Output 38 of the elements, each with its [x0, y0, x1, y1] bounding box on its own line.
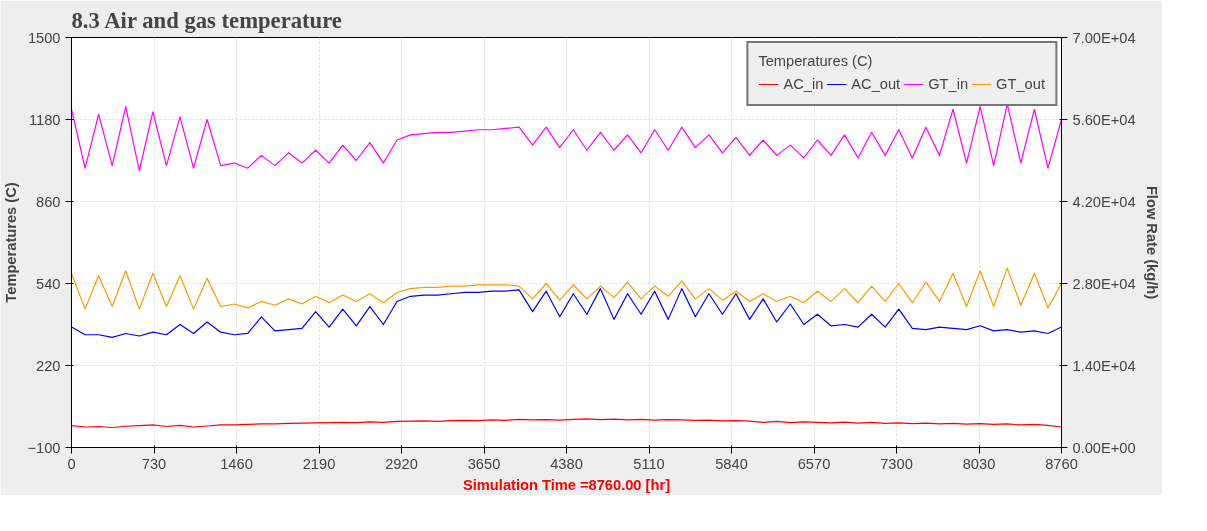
y-tick-label: −100 [27, 439, 61, 456]
x-tick-label: 6570 [797, 455, 831, 472]
x-tick-label: 5840 [715, 455, 748, 472]
x-tick-label: 1460 [220, 455, 253, 472]
x-tick-label: 8030 [962, 455, 996, 472]
y2-tick-label: 1.40E+04 [1072, 357, 1136, 374]
x-tick-label: 7300 [880, 455, 913, 472]
legend-title: Temperatures (C) [758, 53, 874, 69]
y2-tick-label: 0.00E+00 [1072, 439, 1136, 456]
y2-axis-title: Flow Rate (kg/h) [1143, 185, 1160, 300]
x-tick-label: 730 [141, 455, 167, 472]
line-series [71, 418, 1062, 429]
line-series [71, 267, 1062, 310]
y-tick-label: 220 [36, 357, 61, 374]
legend-label: AC_in [783, 76, 824, 92]
y2-tick-label: 7.00E+04 [1072, 29, 1136, 46]
y-tick-label: 860 [36, 193, 61, 210]
y2-tick-label: 4.20E+04 [1072, 193, 1136, 210]
y-tick-label: 1500 [27, 29, 61, 46]
x-tick-label: 3650 [467, 455, 501, 472]
y-tick-label: 1180 [28, 111, 61, 128]
y-axis-title: Temperatures (C) [3, 182, 20, 303]
chart-title: 8.3 Air and gas temperature [71, 7, 342, 33]
x-tick-label: 2190 [302, 455, 336, 472]
x-axis-title: Simulation Time =8760.00 [hr] [462, 476, 671, 493]
x-tick-label: 4380 [550, 455, 583, 472]
line-series [71, 103, 1062, 172]
x-tick-label: 2920 [385, 455, 418, 472]
y2-tick-label: 2.80E+04 [1072, 275, 1136, 292]
y2-tick-label: 5.60E+04 [1072, 111, 1136, 128]
line-series [71, 288, 1062, 338]
x-tick-label: 8760 [1045, 455, 1078, 472]
legend-label: GT_out [996, 76, 1045, 92]
x-tick-label: 0 [67, 455, 76, 472]
legend-label: GT_in [928, 76, 969, 92]
x-tick-label: 5110 [633, 455, 665, 472]
y-tick-label: 540 [36, 275, 61, 292]
legend-label: AC_out [851, 76, 901, 92]
